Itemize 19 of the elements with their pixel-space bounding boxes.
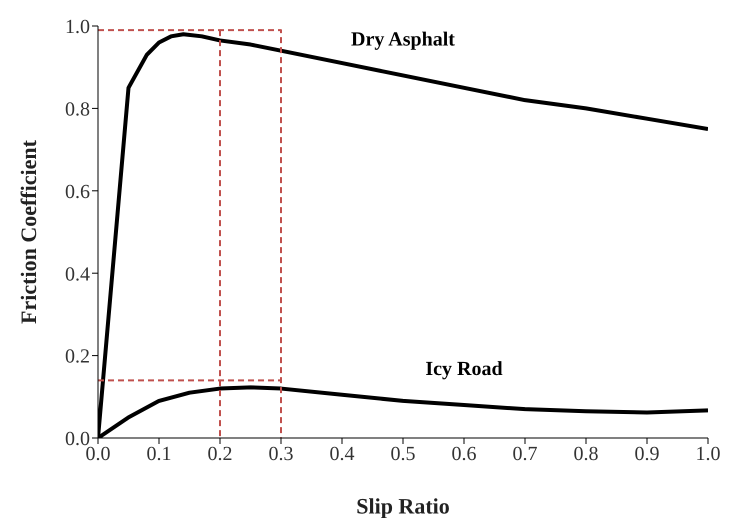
series-label: Icy Road: [425, 358, 503, 380]
x-tick-label: 0.9: [634, 443, 660, 466]
x-tick-label: 0.5: [390, 443, 416, 466]
y-tick-label: 0.2: [65, 346, 90, 368]
x-tick-label: 1.0: [696, 443, 720, 466]
y-tick-label: 0.6: [65, 180, 90, 203]
y-tick-label: 0.4: [65, 263, 90, 286]
y-axis-title: Friction Coefficient: [16, 139, 41, 324]
x-tick-label: 0.8: [574, 443, 598, 466]
y-tick-label: 1.0: [65, 16, 90, 38]
x-tick-label: 0.2: [208, 443, 232, 466]
x-tick-label: 0.7: [512, 443, 538, 466]
x-tick-label: 0.4: [330, 443, 354, 466]
y-tick-label: 0.8: [65, 98, 90, 120]
x-tick-label: 0.6: [452, 443, 476, 466]
series-label: Dry Asphalt: [351, 28, 456, 50]
x-tick-label: 0.1: [146, 443, 172, 466]
x-tick-label: 0.3: [268, 443, 294, 466]
x-axis-title: Slip Ratio: [356, 494, 450, 519]
